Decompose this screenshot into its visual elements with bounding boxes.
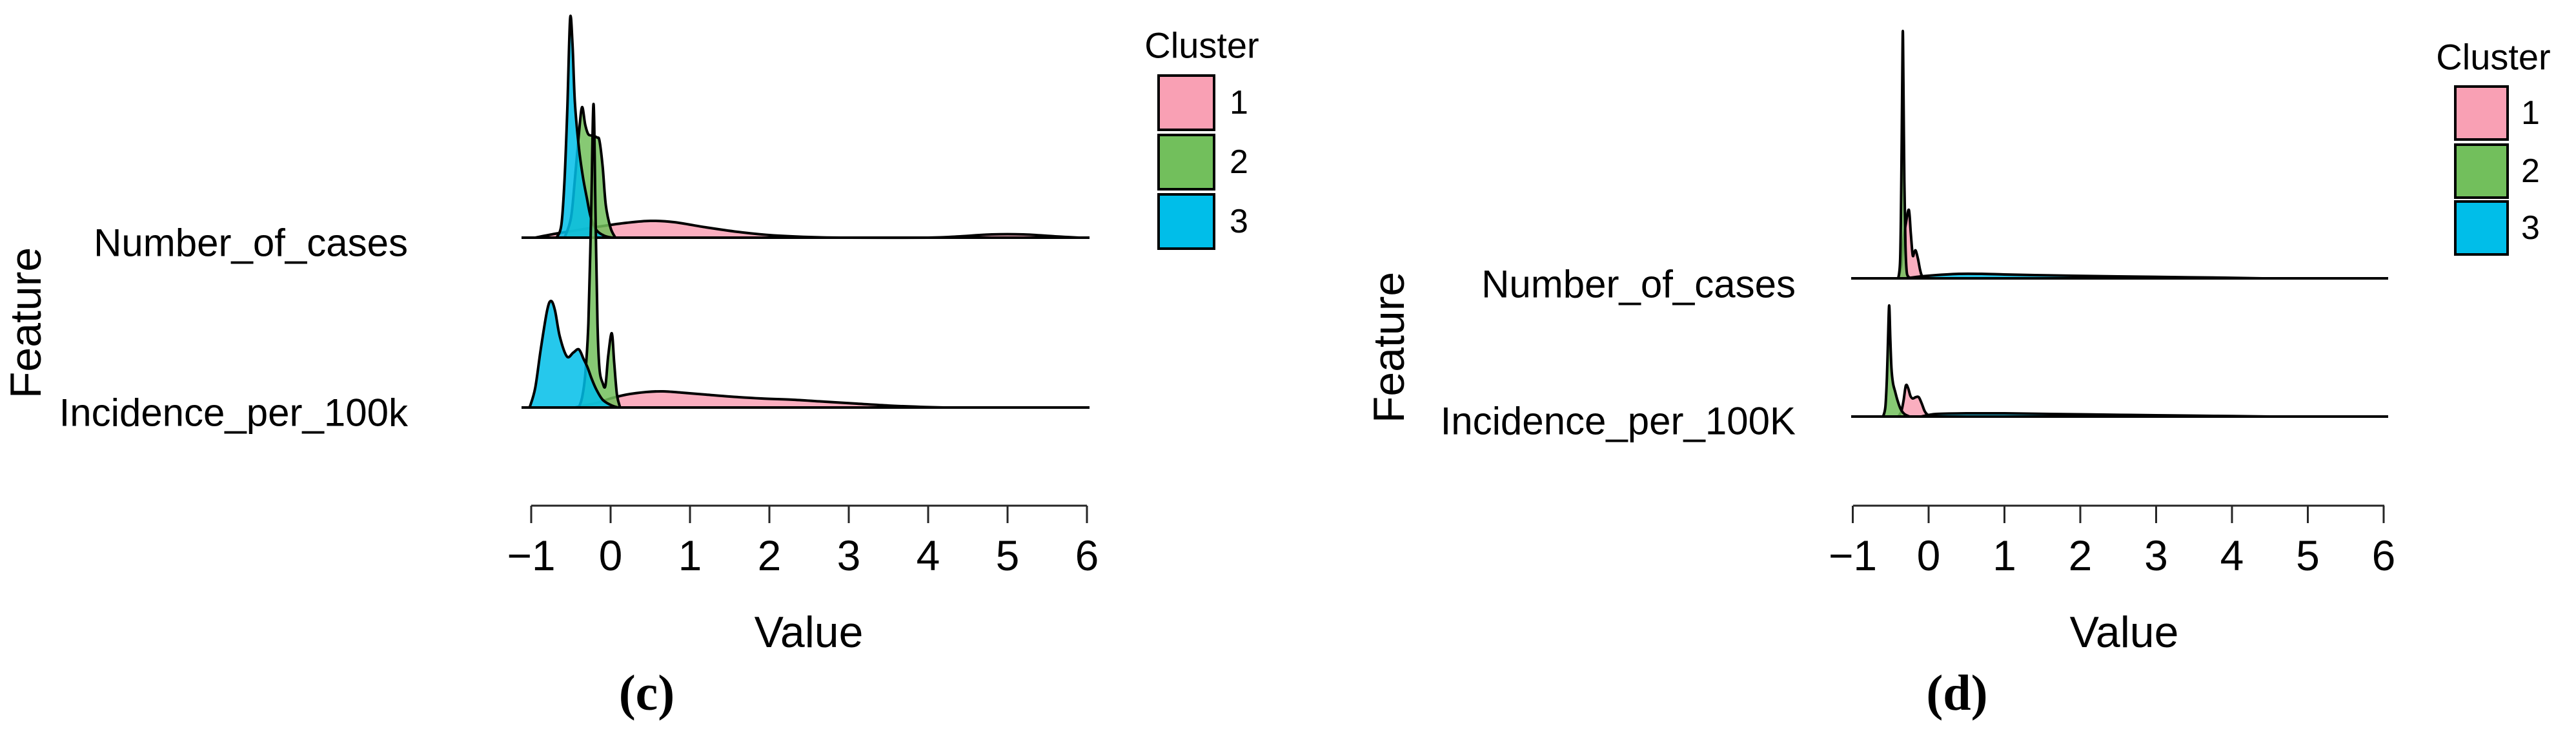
- feature-label: Number_of_cases: [94, 221, 408, 265]
- panel-c: [522, 14, 1090, 523]
- axis-tick-label: 2: [757, 532, 782, 579]
- legend-swatch-3: [2454, 200, 2509, 256]
- density-curve-cluster-2: [577, 103, 622, 409]
- feature-label: Incidence_per_100k: [59, 391, 408, 435]
- axis-tick-label: 0: [1916, 532, 1941, 579]
- legend-label: 2: [2521, 152, 2540, 190]
- axis-tick-label: 5: [995, 532, 1020, 579]
- axis-tick-label: 1: [1993, 532, 2016, 579]
- x-axis: [530, 504, 1088, 523]
- axis-tick-label: 2: [2068, 532, 2093, 579]
- density-curve-cluster-2: [1881, 304, 1911, 418]
- axis-tick-label: −1: [1828, 532, 1878, 579]
- density-curve-cluster-1: [1897, 383, 1938, 418]
- y-axis-label: Feature: [1364, 271, 1414, 424]
- legend-swatch-2: [2454, 143, 2509, 199]
- axis-tick-label: 1: [678, 532, 702, 579]
- axis-tick-label: 0: [598, 532, 623, 579]
- density-curve-cluster-3: [1904, 272, 2264, 280]
- legend-swatch-2: [1157, 134, 1215, 191]
- panel-d: [1851, 30, 2388, 523]
- axis-tick-label: 3: [2144, 532, 2168, 579]
- axis-tick-label: 4: [916, 532, 940, 579]
- legend-label: 1: [2521, 94, 2540, 132]
- axis-tick-label: 5: [2296, 532, 2320, 579]
- axis-tick-label: −1: [507, 532, 556, 579]
- density-curve-cluster-2: [1897, 30, 1912, 280]
- density-curve-cluster-3: [1920, 411, 2271, 418]
- panel-caption: (c): [618, 665, 675, 721]
- panel-caption: (d): [1926, 665, 1988, 721]
- density-curve-cluster-1: [534, 219, 1080, 240]
- axis-tick-label: 6: [2371, 532, 2396, 579]
- feature-label: Number_of_cases: [1481, 262, 1796, 306]
- axis-tick-label: 3: [837, 532, 861, 579]
- x-axis-label: Value: [2069, 608, 2179, 657]
- x-axis: [1852, 504, 2385, 523]
- legend-swatch-1: [1157, 74, 1215, 131]
- legend-label: 2: [1230, 143, 1248, 181]
- legend-title: Cluster: [1144, 25, 1259, 66]
- axis-tick-label: 4: [2220, 532, 2244, 579]
- legend-title: Cluster: [2436, 36, 2551, 77]
- legend-label: 3: [2521, 209, 2540, 247]
- density-curve-cluster-3: [528, 300, 620, 409]
- legend-swatch-3: [1157, 193, 1215, 250]
- density-curve-cluster-1: [573, 389, 946, 409]
- legend-label: 1: [1230, 84, 1248, 121]
- axis-tick-label: 6: [1075, 532, 1099, 579]
- y-axis-label: Feature: [1, 247, 50, 399]
- x-axis-label: Value: [754, 608, 864, 657]
- feature-label: Incidence_per_100K: [1440, 399, 1796, 443]
- legend-label: 3: [1230, 203, 1248, 240]
- legend-swatch-1: [2454, 85, 2509, 141]
